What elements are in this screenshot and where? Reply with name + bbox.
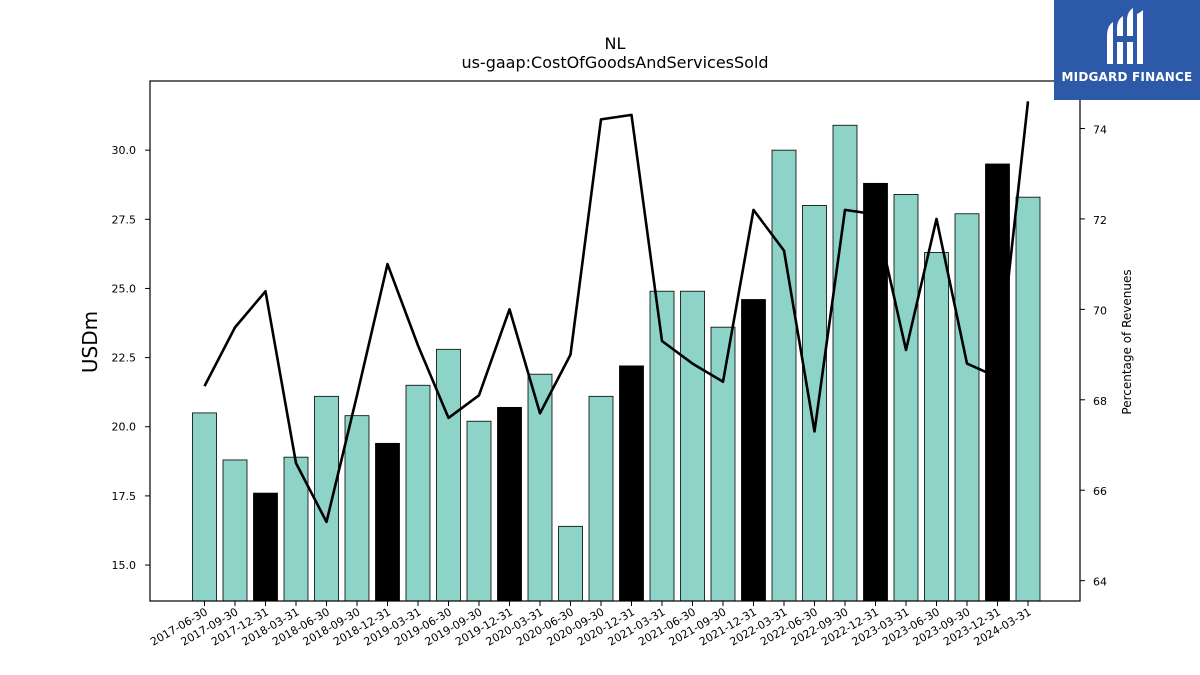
bar (558, 525, 583, 602)
chart-subtitle: us-gaap:CostOfGoodsAndServicesSold (461, 53, 768, 72)
logo-text: MIDGARD FINANCE (1061, 70, 1193, 84)
chart-title: NL (605, 34, 626, 53)
y2-tick-label: 72 (1093, 214, 1107, 227)
bar (436, 348, 461, 602)
bar (192, 412, 217, 602)
y-tick-label: 17.5 (112, 490, 137, 503)
bar (832, 124, 858, 602)
bar (405, 384, 431, 602)
ratio-line (203, 101, 1030, 524)
y-tick-label: 25.0 (112, 282, 137, 295)
bar (985, 163, 1010, 602)
bar (741, 299, 766, 602)
y-tick-label: 22.5 (112, 352, 137, 365)
bar (649, 290, 675, 602)
bar (710, 326, 736, 602)
midgard-logo-icon (1107, 8, 1143, 64)
bar (588, 395, 614, 602)
bar (222, 459, 248, 602)
y2-tick-label: 64 (1093, 576, 1107, 589)
bar-series (192, 124, 1041, 602)
bar (344, 415, 370, 602)
bar (802, 205, 827, 602)
bar (466, 420, 492, 602)
y2-axis-label: Percentage of Revenues (1120, 269, 1134, 414)
bar (1015, 196, 1041, 602)
bar (497, 406, 522, 602)
y-tick-label: 27.5 (112, 213, 137, 226)
bar (527, 373, 553, 602)
plot-frame (149, 80, 1081, 602)
bar (253, 492, 278, 602)
y-tick-label: 30.0 (112, 144, 137, 157)
y-tick-label: 20.0 (112, 421, 137, 434)
right-axis: 64 66 68 70 72 74 (1080, 123, 1107, 589)
y2-tick-label: 66 (1093, 485, 1107, 498)
x-axis: 2017-06-302017-09-302017-12-312018-03-31… (148, 601, 1034, 649)
bar (954, 213, 980, 602)
y2-tick-label: 74 (1093, 123, 1107, 136)
y2-tick-label: 70 (1093, 304, 1107, 317)
y-axis-label: USDm (78, 311, 102, 373)
bar (375, 442, 400, 602)
y2-tick-label: 68 (1093, 395, 1107, 408)
bar (924, 252, 949, 602)
bar (680, 290, 705, 602)
y-tick-label: 15.0 (112, 559, 137, 572)
midgard-finance-logo: MIDGARD FINANCE (1054, 0, 1200, 100)
bar (314, 395, 339, 602)
left-axis: 15.0 17.5 20.0 22.5 25.0 27.5 30.0 (112, 144, 150, 572)
bar (619, 365, 644, 602)
bar (771, 149, 797, 602)
bar (893, 194, 919, 602)
line-series (203, 101, 1030, 524)
